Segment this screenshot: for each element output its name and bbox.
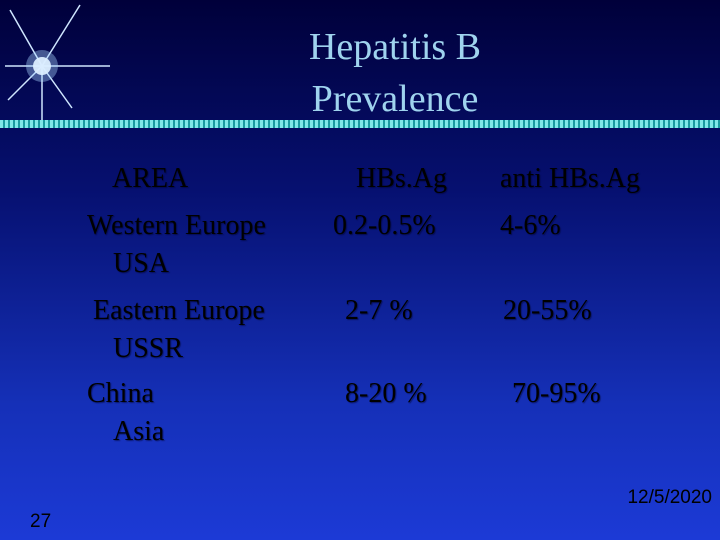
area-cell: USSR xyxy=(113,333,184,364)
header-cell: anti HBs.Ag xyxy=(500,163,640,194)
value-cell: 4-6% xyxy=(500,210,561,241)
value-cell: 2-7 % xyxy=(345,295,413,326)
area-cell: Western Europe xyxy=(87,210,266,241)
area-cell: Eastern Europe xyxy=(93,295,265,326)
date: 12/5/2020 xyxy=(627,487,712,508)
title-line: Prevalence xyxy=(311,78,479,120)
star-decoration xyxy=(5,4,110,120)
title-divider xyxy=(0,120,720,128)
slide-number: 27 xyxy=(30,511,52,532)
header-cell: HBs.Ag xyxy=(356,163,448,194)
area-cell: Asia xyxy=(113,416,165,447)
area-cell: USA xyxy=(113,248,170,279)
value-cell: 8-20 % xyxy=(345,378,427,409)
header-cell: AREA xyxy=(112,163,189,194)
value-cell: 70-95% xyxy=(512,378,601,409)
area-cell: China xyxy=(87,378,154,409)
title-line: Hepatitis B xyxy=(308,26,482,68)
value-cell: 20-55% xyxy=(503,295,592,326)
value-cell: 0.2-0.5% xyxy=(333,210,436,241)
